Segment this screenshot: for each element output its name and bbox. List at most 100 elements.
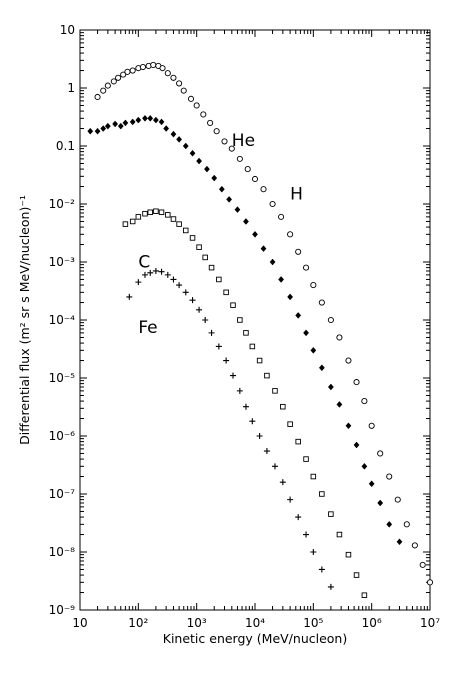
- data-point-c: [202, 254, 208, 261]
- data-point-he: [100, 125, 107, 132]
- data-point-c: [237, 317, 243, 323]
- data-point-he: [163, 125, 170, 132]
- data-point-h: [124, 68, 131, 75]
- data-point-h: [345, 357, 352, 364]
- x-tick-label: 10: [72, 616, 87, 630]
- x-tick-label: 10⁶: [362, 616, 382, 630]
- data-point-he: [269, 258, 276, 266]
- y-tick-label: 10⁻²: [49, 197, 76, 211]
- data-point-h: [120, 71, 127, 78]
- data-point-h: [426, 579, 434, 586]
- data-point-he: [104, 122, 111, 130]
- data-point-fe: [236, 387, 243, 394]
- data-point-c: [280, 403, 286, 410]
- data-point-h: [260, 186, 267, 193]
- data-point-fe: [271, 463, 278, 470]
- data-point-h: [403, 521, 410, 528]
- data-point-h: [244, 166, 251, 173]
- data-point-he: [204, 165, 210, 173]
- data-point-h: [207, 119, 214, 126]
- data-point-fe: [126, 293, 133, 300]
- data-point-c: [142, 210, 148, 217]
- data-point-he: [196, 157, 203, 165]
- data-point-fe: [182, 289, 189, 296]
- data-point-he: [327, 383, 334, 391]
- y-tick-label: 10⁻⁵: [49, 371, 76, 385]
- data-point-he: [158, 118, 165, 126]
- data-point-he: [226, 196, 233, 203]
- data-point-he: [211, 174, 218, 182]
- data-point-he: [142, 114, 148, 122]
- data-point-c: [170, 216, 177, 222]
- data-point-he: [234, 206, 241, 214]
- data-point-c: [183, 227, 189, 234]
- x-axis-label: Kinetic energy (MeV/nucleon): [163, 631, 347, 646]
- data-point-he: [318, 364, 325, 372]
- data-point-c: [122, 221, 129, 227]
- data-point-he: [176, 136, 183, 143]
- data-point-c: [249, 343, 256, 350]
- y-tick-label: 10⁻⁸: [49, 545, 76, 559]
- y-axis-label: Differential flux (m² sr s MeV/nucleon)⁻…: [17, 195, 32, 445]
- data-point-he: [122, 119, 129, 127]
- data-point-h: [94, 93, 101, 101]
- data-point-fe: [287, 496, 294, 503]
- data-point-he: [243, 218, 249, 225]
- data-point-h: [295, 248, 302, 255]
- data-point-h: [150, 61, 157, 68]
- data-point-he: [147, 114, 154, 122]
- x-tick-label: 10²: [128, 616, 148, 630]
- data-point-fe: [327, 583, 334, 590]
- x-tick-label: 10⁷: [420, 616, 440, 630]
- data-point-he: [189, 149, 196, 157]
- data-point-h: [327, 316, 334, 324]
- data-point-c: [264, 372, 270, 379]
- data-point-fe: [196, 306, 203, 313]
- data-point-c: [165, 212, 171, 218]
- data-point-c: [158, 209, 165, 216]
- data-point-he: [287, 293, 294, 301]
- data-point-he: [112, 120, 119, 128]
- series-label-h: H: [290, 184, 303, 204]
- data-point-h: [100, 87, 107, 94]
- data-point-h: [187, 95, 195, 102]
- data-point-c: [147, 209, 153, 216]
- data-point-h: [377, 450, 384, 457]
- data-point-h: [193, 102, 200, 109]
- data-point-c: [256, 357, 263, 364]
- y-tick-label: 0.1: [56, 139, 75, 153]
- data-point-he: [310, 346, 317, 354]
- data-point-h: [318, 299, 325, 306]
- data-point-c: [129, 218, 136, 225]
- data-point-fe: [189, 297, 196, 304]
- y-tick-label: 10⁻⁶: [49, 429, 76, 443]
- data-point-fe: [141, 271, 148, 278]
- data-point-h: [139, 63, 147, 71]
- data-point-fe: [176, 282, 183, 289]
- data-point-he: [170, 130, 177, 138]
- data-point-fe: [318, 566, 325, 573]
- data-point-fe: [256, 433, 263, 439]
- data-point-h: [251, 175, 259, 183]
- data-point-fe: [223, 357, 230, 364]
- data-point-h: [287, 231, 294, 238]
- data-point-h: [394, 496, 401, 503]
- data-point-he: [87, 127, 94, 135]
- data-point-c: [196, 244, 202, 250]
- data-point-c: [319, 491, 325, 497]
- data-point-fe: [152, 267, 159, 274]
- data-point-h: [164, 70, 171, 77]
- data-point-fe: [242, 403, 249, 410]
- data-point-h: [386, 473, 393, 480]
- data-point-c: [287, 421, 293, 427]
- data-point-c: [328, 511, 334, 517]
- data-point-h: [159, 65, 166, 72]
- data-point-fe: [263, 448, 270, 455]
- data-point-fe: [249, 418, 256, 425]
- data-point-he: [336, 401, 343, 408]
- data-point-fe: [279, 479, 286, 486]
- data-point-h: [278, 213, 285, 220]
- data-point-h: [213, 128, 220, 135]
- data-point-fe: [202, 317, 209, 323]
